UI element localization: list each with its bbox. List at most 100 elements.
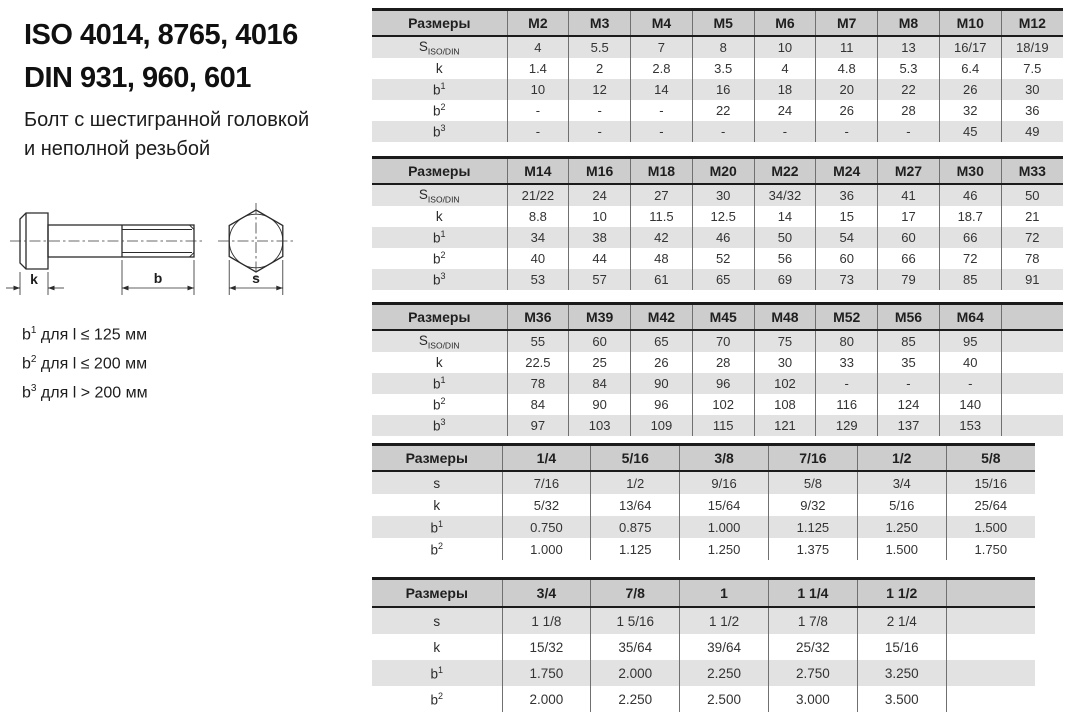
value-cell: 85 bbox=[877, 330, 940, 352]
value-cell: 56 bbox=[753, 248, 816, 269]
value-cell: - bbox=[506, 100, 569, 121]
value-cell: 11.5 bbox=[630, 206, 693, 227]
dimension-table: Размеры 1/4 5/16 3/8 7/16 1/2 5/8 s 7/16 1/2 9/16 5… bbox=[372, 443, 1035, 560]
dimension-table: Размеры M14 M16 M18 M20 M22 M24 M27 M30 M33 SISO/D… bbox=[372, 156, 1063, 290]
value-cell: 15/32 bbox=[501, 634, 591, 660]
value-cell: 1 7/8 bbox=[767, 607, 858, 634]
value-cell: 9/16 bbox=[679, 471, 769, 494]
row-label: b3 bbox=[372, 415, 507, 436]
value-cell: 2.500 bbox=[679, 686, 769, 712]
empty-cell bbox=[945, 660, 1035, 686]
empty-cell bbox=[1000, 373, 1063, 394]
table-row: k 15/32 35/64 39/64 25/32 15/16 bbox=[372, 634, 1035, 660]
column-header: Размеры bbox=[372, 157, 507, 185]
value-cell: - bbox=[630, 121, 693, 142]
value-cell: 1.125 bbox=[590, 538, 680, 560]
value-cell: 6.4 bbox=[938, 58, 1002, 79]
footnotes: b1 для l ≤ 125 мм b2 для l ≤ 200 мм b3 для… bbox=[22, 316, 148, 403]
header-row: Размеры M14 M16 M18 M20 M22 M24 M27 M30 M33 bbox=[372, 157, 1063, 185]
inscribed-circle bbox=[228, 213, 284, 269]
value-cell: 2.250 bbox=[590, 686, 680, 712]
column-header: M18 bbox=[630, 157, 693, 185]
value-cell: 57 bbox=[568, 269, 631, 290]
empty-cell bbox=[945, 607, 1035, 634]
column-header: M33 bbox=[1000, 157, 1063, 185]
value-cell: 10 bbox=[753, 36, 816, 58]
row-label: b2 bbox=[372, 248, 507, 269]
value-cell: 1.250 bbox=[679, 538, 769, 560]
dim-label-s: s bbox=[252, 270, 260, 286]
value-cell: 24 bbox=[568, 184, 631, 206]
column-header: Размеры bbox=[372, 444, 502, 472]
value-cell: 4.8 bbox=[815, 58, 878, 79]
value-cell: 1.500 bbox=[856, 538, 947, 560]
value-cell: 55 bbox=[506, 330, 569, 352]
value-cell: 32 bbox=[938, 100, 1002, 121]
empty-cell bbox=[945, 634, 1035, 660]
value-cell: 25/32 bbox=[767, 634, 858, 660]
column-header: M42 bbox=[630, 303, 693, 331]
value-cell: 153 bbox=[938, 415, 1002, 436]
value-cell: 66 bbox=[938, 227, 1002, 248]
column-header: M6 bbox=[753, 9, 816, 37]
dim-label-b: b bbox=[154, 270, 163, 286]
value-cell: 3.250 bbox=[856, 660, 947, 686]
tables-panel: Размеры M2 M3 M4 M5 M6 M7 M8 M10 M12 SISO/DIN 4 5.5 7… bbox=[372, 0, 1067, 712]
value-cell: 1.125 bbox=[767, 516, 858, 538]
value-cell: 121 bbox=[753, 415, 816, 436]
value-cell: 5.5 bbox=[568, 36, 631, 58]
value-cell: - bbox=[938, 373, 1002, 394]
row-label: k bbox=[372, 206, 507, 227]
header-row: Размеры M36 M39 M42 M45 M48 M52 M56 M64 bbox=[372, 303, 1063, 331]
column-header: M30 bbox=[938, 157, 1002, 185]
value-cell: 21/22 bbox=[506, 184, 569, 206]
value-cell: 1.4 bbox=[506, 58, 569, 79]
value-cell: 13/64 bbox=[590, 494, 680, 516]
value-cell: 26 bbox=[630, 352, 693, 373]
page-title-line2: DIN 931, 960, 601 bbox=[24, 62, 251, 94]
value-cell: 72 bbox=[938, 248, 1002, 269]
table-row: b1 0.750 0.875 1.000 1.125 1.250 1.500 bbox=[372, 516, 1035, 538]
table-row: b2 2.000 2.250 2.500 3.000 3.500 bbox=[372, 686, 1035, 712]
value-cell: 10 bbox=[568, 206, 631, 227]
value-cell: 26 bbox=[938, 79, 1002, 100]
table-row: b2 40 44 48 52 56 60 66 72 78 bbox=[372, 248, 1063, 269]
value-cell: 60 bbox=[877, 227, 940, 248]
value-cell: 75 bbox=[753, 330, 816, 352]
value-cell: - bbox=[815, 121, 878, 142]
value-cell: 102 bbox=[753, 373, 816, 394]
value-cell: 84 bbox=[506, 394, 569, 415]
value-cell: 54 bbox=[815, 227, 878, 248]
table-row: b2 84 90 96 102 108 116 124 140 bbox=[372, 394, 1063, 415]
value-cell: 49 bbox=[1000, 121, 1063, 142]
value-cell: 60 bbox=[815, 248, 878, 269]
value-cell: 22 bbox=[691, 100, 755, 121]
value-cell: - bbox=[630, 100, 693, 121]
left-panel: ISO 4014, 8765, 4016 DIN 931, 960, 601 Б… bbox=[0, 0, 365, 720]
value-cell: 124 bbox=[877, 394, 940, 415]
value-cell: 1.000 bbox=[679, 516, 769, 538]
column-header: M48 bbox=[753, 303, 816, 331]
footnote: b3 для l > 200 мм bbox=[22, 383, 148, 402]
row-label: b1 bbox=[372, 227, 507, 248]
value-cell: 60 bbox=[568, 330, 631, 352]
value-cell: 40 bbox=[506, 248, 569, 269]
empty-cell bbox=[1000, 415, 1063, 436]
column-header: Размеры bbox=[372, 578, 502, 608]
value-cell: 129 bbox=[815, 415, 878, 436]
page-subtitle: Болт с шестигранной головкой и неполной … bbox=[24, 106, 309, 164]
value-cell: - bbox=[691, 121, 755, 142]
column-header: 1/2 bbox=[856, 444, 947, 472]
value-cell: 28 bbox=[691, 352, 755, 373]
value-cell: 90 bbox=[568, 394, 631, 415]
column-header: M16 bbox=[568, 157, 631, 185]
tip-chamfer-bottom bbox=[189, 252, 195, 258]
value-cell: 1 1/2 bbox=[679, 607, 769, 634]
value-cell: 36 bbox=[1000, 100, 1063, 121]
value-cell: 30 bbox=[691, 184, 755, 206]
column-header: M3 bbox=[568, 9, 631, 37]
value-cell: 46 bbox=[691, 227, 755, 248]
value-cell: 85 bbox=[938, 269, 1002, 290]
row-label: b2 bbox=[372, 538, 502, 560]
